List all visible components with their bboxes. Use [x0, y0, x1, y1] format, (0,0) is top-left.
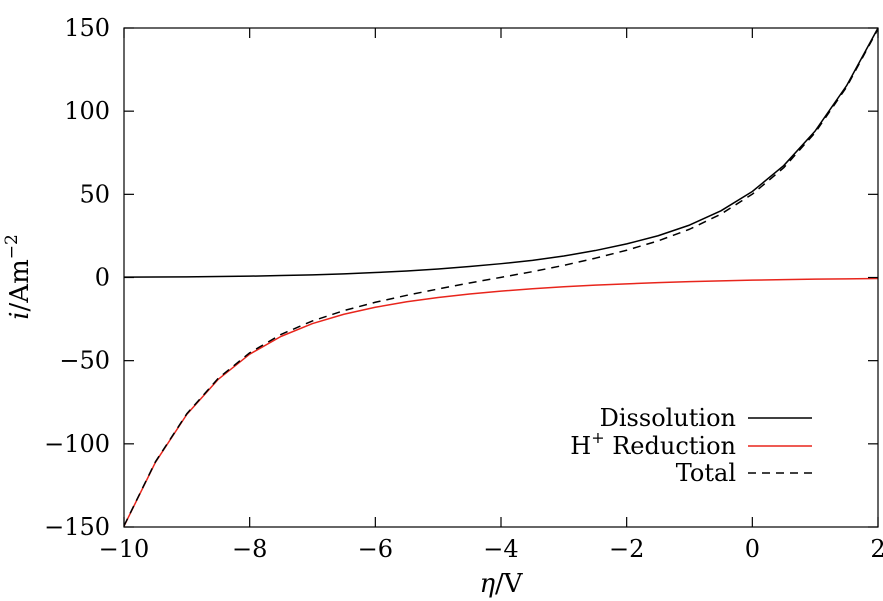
legend-label-h-rest: Reduction: [605, 432, 736, 460]
legend-label-dissolution: Dissolution: [600, 404, 736, 432]
legend-label-total: Total: [676, 459, 736, 487]
y-axis-label-symbol: i: [5, 311, 35, 319]
x-tick-label: 0: [745, 535, 760, 563]
y-axis-label-exponent: −2: [2, 234, 22, 259]
tick-labels-layer: −10 −8 −6 −4 −2 0 2 −150 −100 −50 0 50 100 150: [44, 14, 883, 563]
x-tick-label: −4: [483, 535, 518, 563]
x-axis-label-unit: /V: [495, 569, 524, 599]
ticks-layer: [123, 27, 879, 528]
y-tick-label: 0: [95, 264, 110, 292]
series-line-dissolution: [124, 28, 878, 278]
legend: Dissolution H+ Reduction Total: [570, 404, 812, 487]
x-axis-label-symbol: η: [479, 569, 495, 599]
series-layer: [124, 28, 878, 527]
x-tick-label: 2: [870, 535, 883, 563]
legend-label-h-sup: +: [591, 428, 604, 447]
series-line-total: [124, 28, 878, 527]
x-tick-label: −2: [609, 535, 644, 563]
y-tick-label: −50: [59, 347, 110, 375]
y-axis-label: i/Am−2: [2, 234, 35, 320]
y-axis-label-unit: /Am: [5, 259, 35, 311]
y-tick-label: 100: [64, 97, 110, 125]
legend-label-h: H: [570, 432, 591, 460]
x-tick-label: −10: [99, 535, 150, 563]
y-tick-label: 150: [64, 14, 110, 42]
x-axis-label: η/V: [479, 569, 523, 599]
y-tick-label: −150: [44, 513, 110, 541]
y-tick-label: 50: [79, 180, 110, 208]
legend-label-h-reduction: H+ Reduction: [570, 428, 736, 460]
x-tick-label: −8: [232, 535, 267, 563]
x-tick-label: −6: [358, 535, 393, 563]
y-tick-label: −100: [44, 430, 110, 458]
series-line-h-reduction: [124, 277, 878, 527]
